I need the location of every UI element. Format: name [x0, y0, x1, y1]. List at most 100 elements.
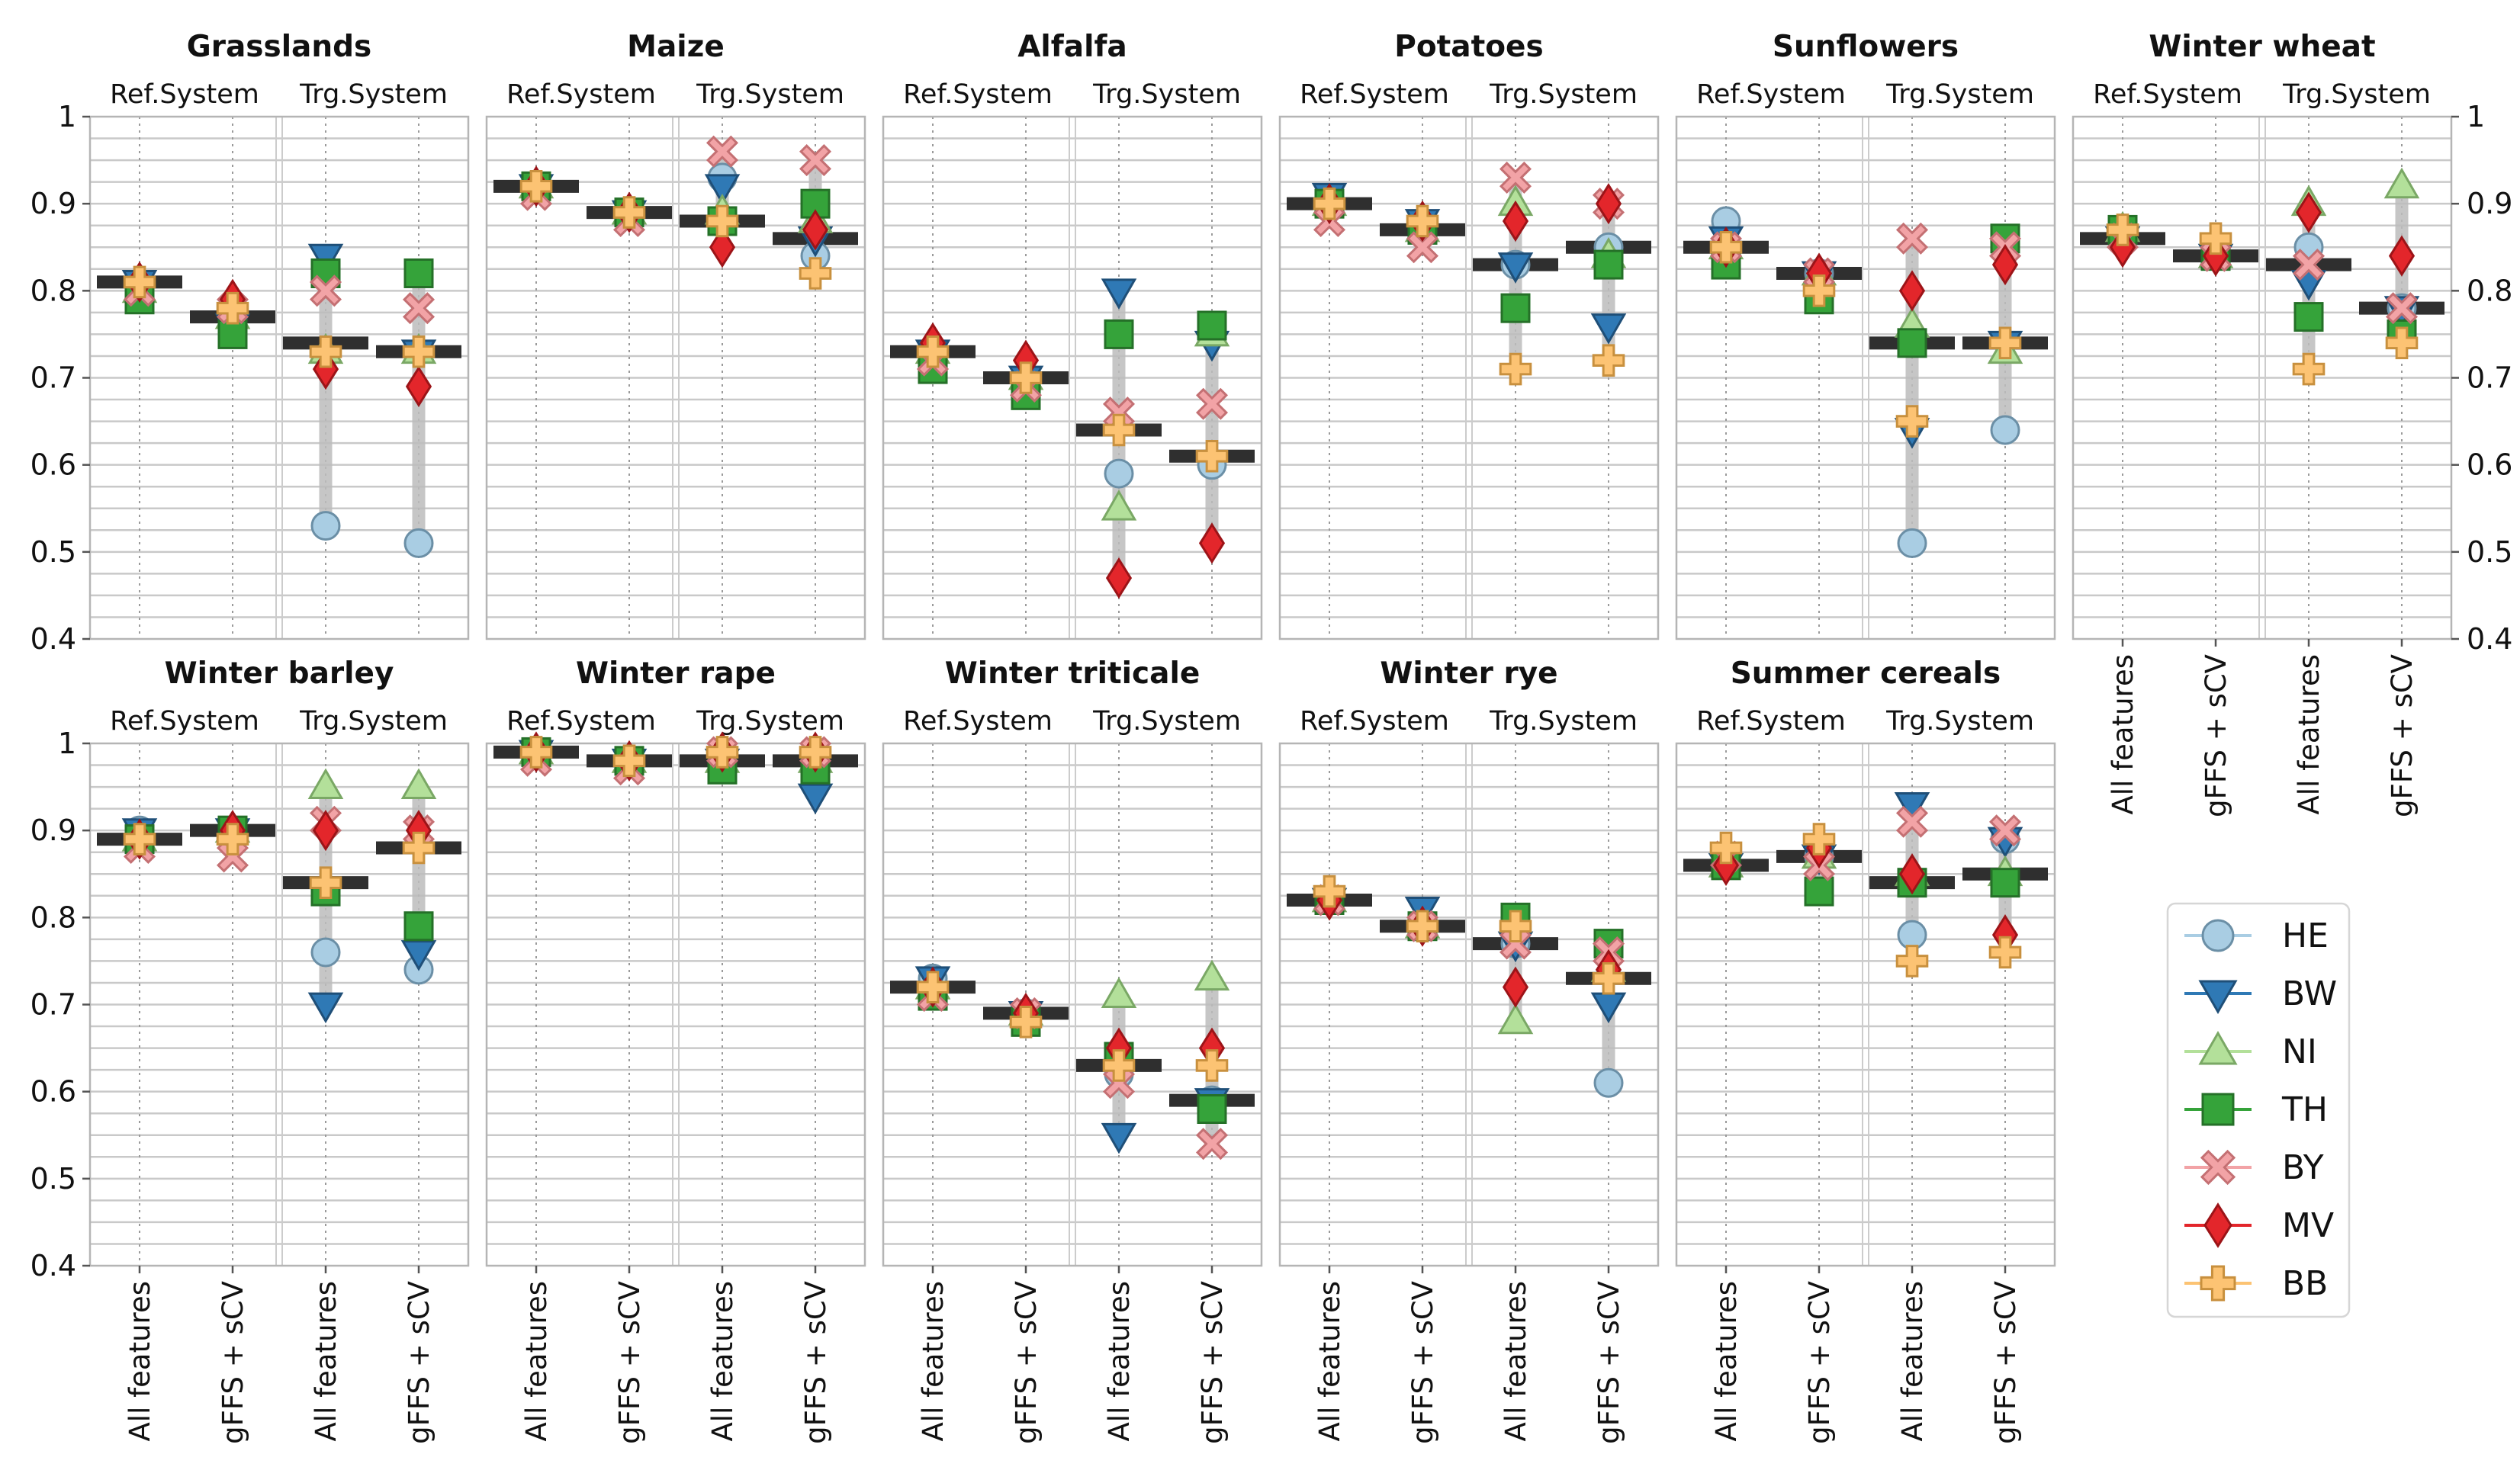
panel-title: Grasslands: [187, 30, 372, 64]
data-point-he: [1990, 415, 2020, 445]
panel-frame: [485, 115, 866, 640]
ref-system-label: Ref.System: [110, 79, 259, 110]
data-point-ni: [1101, 490, 1137, 521]
ref-system-label: Ref.System: [110, 706, 259, 737]
data-point-th: [1104, 319, 1134, 349]
chart-panel: Grasslands Ref.System Trg.System 0.4 0.5 0.6 0…: [31, 30, 470, 656]
data-point-bb: [2292, 352, 2326, 386]
data-point-he: [1104, 458, 1134, 489]
ref-system-label: Ref.System: [903, 706, 1053, 737]
data-point-by: [1895, 805, 1929, 838]
legend-marker-th: [2201, 1093, 2235, 1126]
data-point-th: [1897, 328, 1927, 358]
data-point-bb: [309, 866, 342, 899]
panel-frame: [882, 742, 1263, 1267]
y-tick-label: 0.7: [2467, 361, 2512, 395]
data-point-bw: [704, 174, 741, 205]
legend-marker-mv: [2203, 1202, 2232, 1248]
x-tick-label: gFFS + sCV: [613, 1281, 646, 1444]
y-tick-label: 0.5: [2467, 535, 2512, 569]
data-point-bb: [1102, 413, 1136, 447]
data-point-ni: [1194, 959, 1230, 991]
legend: HE BW NI TH BY MV BB: [2166, 902, 2351, 1318]
x-tick-label: All features: [124, 1281, 156, 1442]
data-point-bb: [123, 265, 156, 299]
data-point-th: [403, 258, 434, 288]
data-point-he: [403, 528, 434, 558]
data-point-bb: [1802, 823, 1836, 855]
ref-system-label: Ref.System: [506, 79, 656, 110]
y-tick-label: 0.7: [31, 988, 76, 1022]
data-point-bb: [1895, 405, 1929, 438]
panel-title: Potatoes: [1394, 30, 1543, 64]
data-point-bw: [307, 992, 344, 1024]
chart-panel: Winter rape Ref.System Trg.System All featu…: [485, 656, 866, 1444]
data-point-bb: [799, 257, 832, 290]
data-point-bb: [1195, 439, 1229, 473]
trg-system-label: Trg.System: [1489, 706, 1638, 737]
data-point-mv: [405, 365, 432, 408]
data-point-bb: [519, 170, 553, 203]
y-tick-label: 0.4: [2467, 622, 2512, 656]
ref-system-label: Ref.System: [2093, 79, 2242, 110]
data-point-bb: [706, 736, 739, 769]
x-tick-label: gFFS + sCV: [2200, 654, 2232, 817]
data-point-he: [1897, 920, 1927, 950]
x-tick-label: All features: [1896, 1281, 1929, 1442]
x-tick-label: gFFS + sCV: [403, 1281, 436, 1444]
ref-system-label: Ref.System: [1696, 79, 1846, 110]
data-point-he: [1897, 528, 1927, 558]
data-point-bb: [916, 971, 950, 1003]
ref-system-label: Ref.System: [1696, 706, 1846, 737]
trg-system-label: Trg.System: [299, 706, 448, 737]
chart-panel: Winter triticale Ref.System Trg.System All …: [882, 656, 1263, 1444]
data-point-by: [799, 144, 832, 177]
data-point-bb: [2385, 326, 2419, 360]
trg-system-label: Trg.System: [1092, 706, 1241, 737]
data-point-mv: [1502, 966, 1529, 1008]
data-point-bb: [123, 823, 156, 855]
data-point-by: [1988, 814, 2022, 847]
panel-frame: [485, 742, 866, 1267]
data-point-he: [1593, 1067, 1624, 1098]
x-tick-label: gFFS + sCV: [1593, 1281, 1625, 1444]
data-point-bb: [402, 831, 436, 865]
data-point-bb: [519, 736, 553, 769]
data-point-bb: [1709, 831, 1743, 865]
panel-title: Sunflowers: [1773, 30, 1959, 64]
trg-system-label: Trg.System: [696, 79, 844, 110]
data-point-bb: [216, 291, 249, 325]
data-point-bb: [1499, 910, 1532, 943]
data-point-bw: [1590, 992, 1627, 1024]
legend-marker-ni: [2198, 1030, 2238, 1065]
data-point-th: [1804, 876, 1834, 907]
x-tick-label: All features: [310, 1281, 342, 1442]
x-tick-label: gFFS + sCV: [1196, 1281, 1229, 1444]
data-point-bb: [799, 736, 832, 769]
panel-title: Winter barley: [165, 656, 394, 691]
data-point-th: [217, 319, 248, 349]
panel-title: Winter wheat: [2149, 30, 2375, 64]
x-tick-label: gFFS + sCV: [1406, 1281, 1439, 1444]
data-point-bb: [1709, 230, 1743, 264]
data-point-bb: [1895, 945, 1929, 977]
data-point-bb: [1313, 187, 1346, 220]
data-point-bb: [916, 335, 950, 368]
trg-system-label: Trg.System: [1489, 79, 1638, 110]
x-tick-label: All features: [520, 1281, 553, 1442]
legend-marker-he: [2201, 919, 2235, 952]
data-point-mv: [709, 226, 736, 268]
y-tick-label: 0.8: [31, 900, 76, 934]
trg-system-label: Trg.System: [1885, 79, 2034, 110]
x-tick-label: gFFS + sCV: [1010, 1281, 1043, 1444]
data-point-ni: [307, 768, 344, 799]
x-tick-label: All features: [917, 1281, 950, 1442]
y-tick-label: 0.9: [31, 187, 76, 220]
chart-panel: Sunflowers Ref.System Trg.System: [1675, 30, 2056, 640]
data-point-bb: [1009, 361, 1043, 394]
y-tick-label: 0.9: [31, 814, 76, 847]
data-point-mv: [802, 209, 829, 251]
chart-panel: Alfalfa Ref.System Trg.System: [882, 30, 1263, 640]
x-tick-label: gFFS + sCV: [2386, 654, 2419, 817]
